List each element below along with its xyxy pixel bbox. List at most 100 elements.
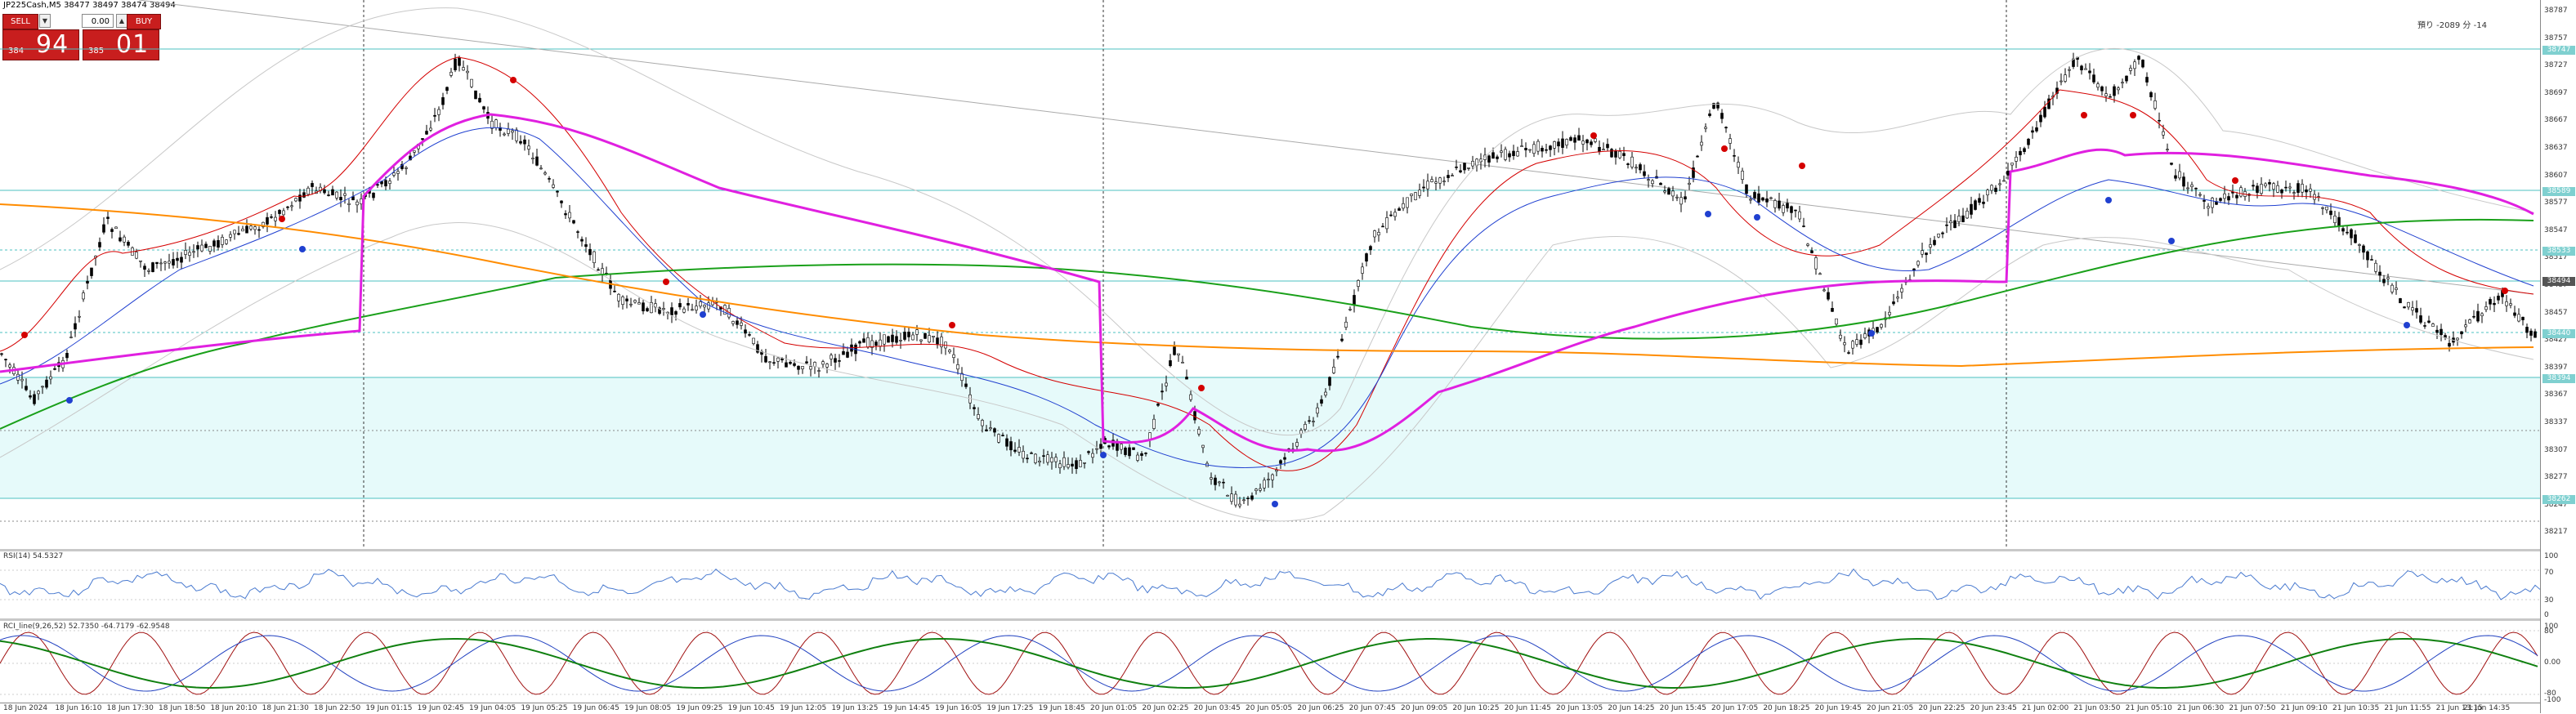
candle-body xyxy=(507,128,510,134)
time-tick: 20 Jun 22:25 xyxy=(1918,704,1966,712)
sell-price-box[interactable]: 384 94 xyxy=(2,29,79,60)
candle-body xyxy=(274,216,277,221)
candle-body xyxy=(1900,288,1903,292)
price-axis[interactable]: 38787 38757 38727 38697 38667 38637 38607 38577… xyxy=(2540,0,2576,713)
candle-body xyxy=(2100,86,2104,91)
candle-body xyxy=(834,358,837,363)
time-tick: 19 Jun 12:05 xyxy=(780,704,827,712)
candle-body xyxy=(2329,210,2332,216)
candle-body xyxy=(65,353,69,359)
time-tick: 20 Jun 21:05 xyxy=(1867,704,1914,712)
candle-body xyxy=(2354,234,2357,243)
buy-price-box[interactable]: 385 01 xyxy=(83,29,159,60)
rci-pane[interactable] xyxy=(0,623,2540,703)
candle-body xyxy=(49,376,52,380)
candle-body xyxy=(196,245,199,250)
volume-dropdown-icon[interactable]: ▼ xyxy=(39,14,51,28)
candle-body xyxy=(2137,56,2140,60)
candle-body xyxy=(151,262,154,273)
price-chart[interactable] xyxy=(0,0,2540,549)
candle-body xyxy=(2411,307,2414,311)
candle-body xyxy=(241,228,244,232)
signal-dot xyxy=(949,322,955,328)
candle-body xyxy=(1692,167,1695,178)
sell-button[interactable]: SELL xyxy=(2,14,38,29)
price-tick: 38667 xyxy=(2544,116,2568,125)
candle-body xyxy=(1013,449,1017,452)
candle-body xyxy=(809,366,812,370)
candle-body xyxy=(695,306,698,310)
candle-body xyxy=(2235,194,2238,199)
rci-tick: -80 xyxy=(2544,689,2556,698)
candle-body xyxy=(523,139,526,145)
candle-body xyxy=(1569,137,1572,141)
signal-dot xyxy=(1100,452,1107,458)
sma-long xyxy=(0,218,2534,430)
pane-separator[interactable] xyxy=(0,549,2540,551)
candle-body xyxy=(1998,183,2001,185)
candle-body xyxy=(580,239,584,242)
candle-body xyxy=(2395,288,2398,290)
candle-body xyxy=(474,90,477,100)
time-tick: 20 Jun 05:05 xyxy=(1246,704,1293,712)
candle-body xyxy=(1622,153,1626,156)
candle-body xyxy=(1614,149,1617,158)
rci-tick: -100 xyxy=(2544,696,2561,704)
candle-body xyxy=(1091,453,1094,458)
sma-mid xyxy=(0,127,2534,469)
candle-body xyxy=(1230,493,1233,502)
candle-body xyxy=(503,133,506,136)
signal-dots xyxy=(21,77,2508,507)
candle-body xyxy=(2141,60,2144,68)
price-level-label: 38533 xyxy=(2542,247,2575,256)
candle-body xyxy=(584,244,588,248)
candle-body xyxy=(1185,377,1188,380)
candle-body xyxy=(813,362,816,367)
rsi-pane[interactable] xyxy=(0,552,2540,618)
candle-body xyxy=(1663,190,1666,193)
time-axis[interactable]: 18 Jun 2024 18 Jun 16:10 18 Jun 17:30 18 Ju… xyxy=(0,703,2540,714)
candle-body xyxy=(866,337,870,348)
price-level-label: 38394 xyxy=(2542,374,2575,383)
candle-body xyxy=(2252,185,2255,187)
candle-body xyxy=(2125,75,2128,82)
candle-body xyxy=(1749,199,1752,201)
candle-body xyxy=(919,339,923,341)
candle-body xyxy=(339,197,342,201)
candle-body xyxy=(8,364,11,368)
time-tick: 21 Jun 14:35 xyxy=(2463,704,2511,712)
candle-body xyxy=(1933,239,1936,245)
candle-body xyxy=(2068,69,2071,71)
pane-separator[interactable] xyxy=(0,618,2540,621)
candle-body xyxy=(1598,146,1601,152)
candle-body xyxy=(1814,257,1818,270)
buy-button[interactable]: BUY xyxy=(127,14,161,29)
volume-input[interactable]: 0.00 xyxy=(82,14,114,28)
candle-body xyxy=(670,307,673,315)
candle-body xyxy=(703,305,706,308)
candle-body xyxy=(1156,404,1160,406)
time-tick: 19 Jun 08:05 xyxy=(624,704,672,712)
signal-dot xyxy=(21,332,28,338)
price-tick: 38517 xyxy=(2544,253,2568,262)
candle-body xyxy=(2047,98,2051,109)
candle-body xyxy=(2337,216,2341,227)
candle-body xyxy=(1585,139,1589,144)
candle-body xyxy=(858,341,861,344)
candle-body xyxy=(1782,205,1785,213)
signal-dot xyxy=(2130,112,2136,118)
candle-body xyxy=(2190,184,2194,187)
time-tick: 19 Jun 14:45 xyxy=(883,704,930,712)
candle-body xyxy=(560,200,563,203)
candle-body xyxy=(1426,181,1429,190)
candle-body xyxy=(1459,170,1462,172)
candle-body xyxy=(1189,394,1192,400)
candle-body xyxy=(2174,175,2177,179)
candle-body xyxy=(2182,176,2185,187)
candle-body xyxy=(1798,211,1801,220)
candle-body xyxy=(1471,161,1474,167)
price-tick: 38457 xyxy=(2544,308,2568,317)
candle-body xyxy=(948,350,951,353)
candle-body xyxy=(2223,193,2226,199)
candle-body xyxy=(1173,346,1176,355)
